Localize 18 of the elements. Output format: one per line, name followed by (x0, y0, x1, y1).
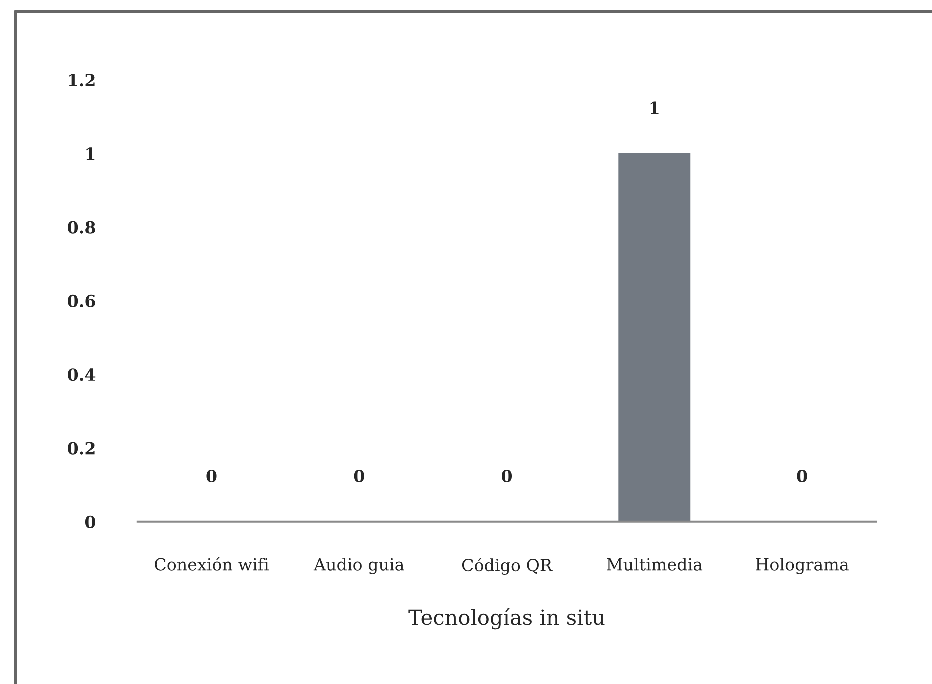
y-tick-label: 0.6 (68, 294, 96, 308)
x-tick-label: Conexión wifi (155, 557, 270, 571)
x-tick-label: Audio guia (314, 558, 404, 574)
data-label: 0 (797, 470, 808, 483)
y-tick-label: 0.2 (68, 442, 95, 455)
y-tick-label: 0 (85, 516, 96, 528)
data-label: 0 (502, 470, 512, 483)
y-tick-label: 1 (86, 148, 95, 160)
x-tick-label: Código QR (462, 558, 553, 576)
x-tick-label: Multimedia (607, 558, 703, 571)
data-label: 1 (650, 102, 659, 114)
y-tick-label: 0.4 (68, 368, 96, 382)
y-tick-label: 0.8 (68, 221, 96, 234)
data-label: 0 (206, 470, 217, 483)
y-tick-label: 1.2 (69, 74, 95, 87)
x-axis-title: Tecnologías in situ (408, 608, 605, 630)
data-label: 0 (354, 470, 364, 483)
x-tick-label: Holograma (756, 558, 849, 574)
